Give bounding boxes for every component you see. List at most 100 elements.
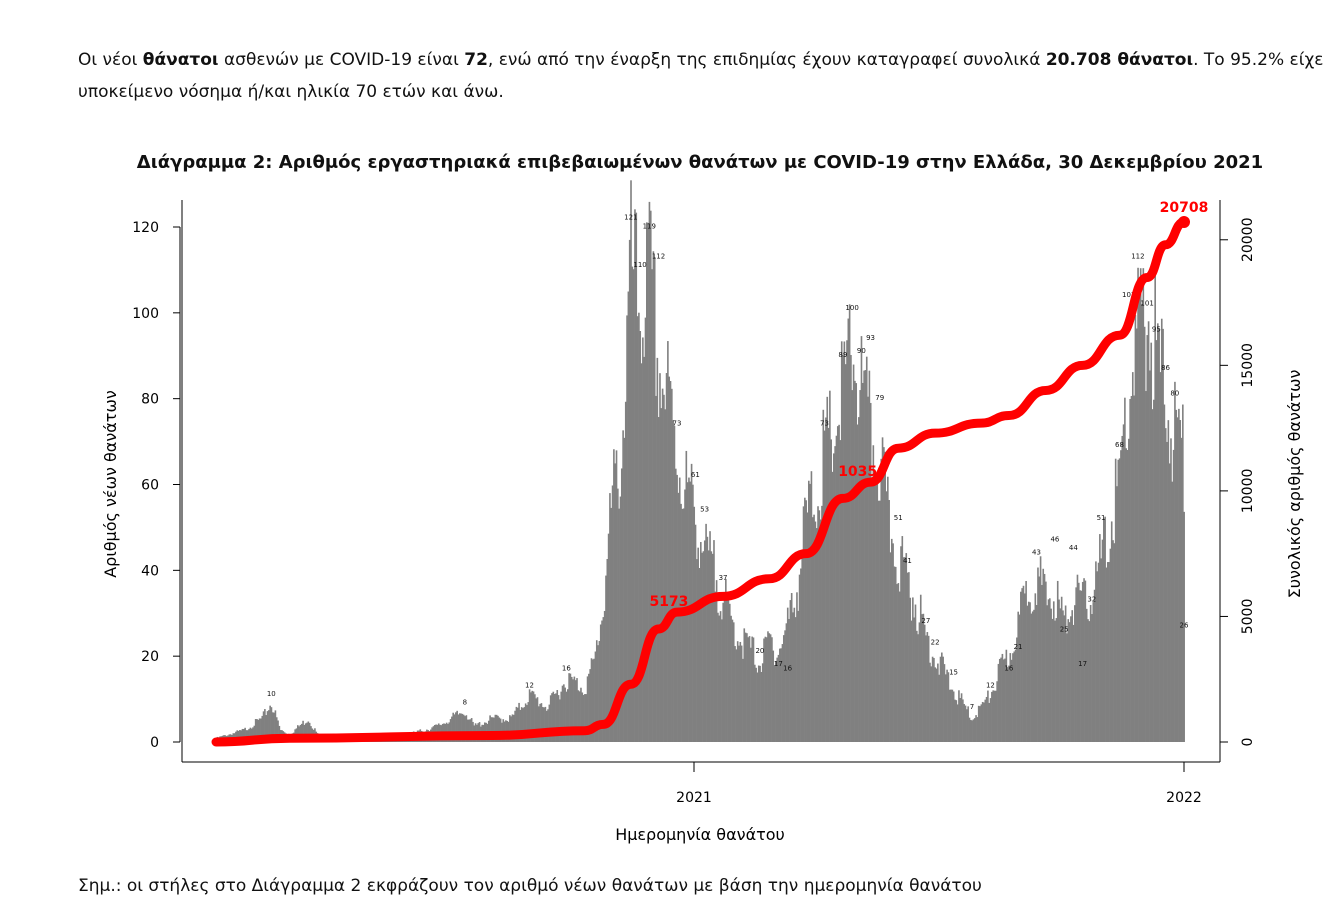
bar <box>1021 588 1023 742</box>
bar-value-label: 46 <box>1050 536 1059 544</box>
bar <box>693 506 696 742</box>
cumulative-label: 20708 <box>1160 200 1209 216</box>
bar <box>235 731 237 742</box>
bar-value-label: 15 <box>949 669 958 677</box>
bar <box>682 508 685 742</box>
bar <box>871 482 873 742</box>
bar <box>1062 610 1064 742</box>
bar <box>735 649 738 742</box>
bar <box>458 713 461 742</box>
bar <box>617 488 619 742</box>
bar-value-label: 27 <box>921 617 930 625</box>
bar <box>631 266 634 742</box>
bar <box>872 445 875 742</box>
bar <box>981 701 984 742</box>
bar <box>563 684 565 742</box>
bar <box>646 222 648 743</box>
bar <box>1108 562 1110 742</box>
bar <box>975 715 977 742</box>
bar <box>915 630 918 742</box>
bar <box>813 514 815 742</box>
bar-value-label: 93 <box>866 334 875 342</box>
bar <box>510 716 512 742</box>
bar <box>1113 543 1116 742</box>
y-tick-label: 20 <box>141 649 159 665</box>
bar <box>909 597 912 742</box>
bar <box>256 719 258 742</box>
bar <box>634 209 636 742</box>
bar <box>643 356 645 742</box>
bar <box>540 703 543 742</box>
bar <box>1035 604 1038 742</box>
bar <box>632 269 635 742</box>
bar <box>952 691 955 742</box>
bar-value-label: 20 <box>755 647 764 655</box>
bar <box>864 370 867 742</box>
bar <box>908 572 910 742</box>
bar <box>1134 314 1137 742</box>
bar <box>300 723 303 742</box>
bar <box>912 597 914 742</box>
bar <box>977 705 980 742</box>
bar <box>747 637 750 742</box>
bar <box>780 648 782 742</box>
bar <box>237 730 240 742</box>
bar <box>995 690 997 742</box>
bar <box>883 447 885 742</box>
bar <box>1050 608 1052 742</box>
bar <box>1017 611 1020 742</box>
bar <box>628 239 631 742</box>
bar <box>717 612 719 742</box>
bar <box>1049 598 1051 742</box>
bar <box>696 559 698 742</box>
bar <box>527 702 530 742</box>
bar <box>1020 591 1022 742</box>
bar-value-label: 22 <box>931 639 940 647</box>
bar <box>797 610 800 742</box>
intro-bold: 20.708 θάνατοι <box>1045 50 1194 70</box>
bar <box>451 716 453 742</box>
bar <box>453 714 456 742</box>
bar <box>524 703 527 742</box>
bar <box>1112 540 1114 742</box>
bar <box>274 710 277 742</box>
bar <box>655 395 657 742</box>
bar <box>1025 580 1027 742</box>
bar <box>973 718 976 742</box>
bar <box>800 568 802 742</box>
bar <box>457 714 460 742</box>
bar <box>950 689 952 742</box>
bar <box>863 370 865 742</box>
bar <box>941 652 943 742</box>
bar <box>302 720 304 742</box>
bar <box>1128 438 1130 742</box>
bar-value-label: 17 <box>774 660 783 668</box>
bar <box>913 617 915 742</box>
bar <box>1154 275 1156 742</box>
bar <box>586 676 589 742</box>
bar <box>1031 611 1034 742</box>
intro-bold: 72 <box>464 50 488 70</box>
bar <box>705 523 707 742</box>
bar <box>835 435 838 742</box>
bar <box>888 500 890 742</box>
bar <box>836 426 839 742</box>
bar <box>1005 649 1008 742</box>
bar <box>685 450 688 742</box>
bar <box>250 728 253 742</box>
intro-bold: θάνατοι <box>142 50 219 70</box>
footnote: Σημ.: οι στήλες στο Διάγραμμα 2 εκφράζου… <box>78 876 982 896</box>
bar <box>798 574 801 742</box>
bar <box>821 505 823 742</box>
bar <box>992 690 994 742</box>
bar <box>723 593 726 742</box>
bar <box>681 508 684 742</box>
bar-value-label: 41 <box>903 557 912 565</box>
bar <box>585 694 588 742</box>
bar <box>490 717 493 742</box>
bar <box>564 687 566 742</box>
bar <box>796 592 798 742</box>
bar <box>960 693 963 742</box>
bar <box>855 383 858 742</box>
